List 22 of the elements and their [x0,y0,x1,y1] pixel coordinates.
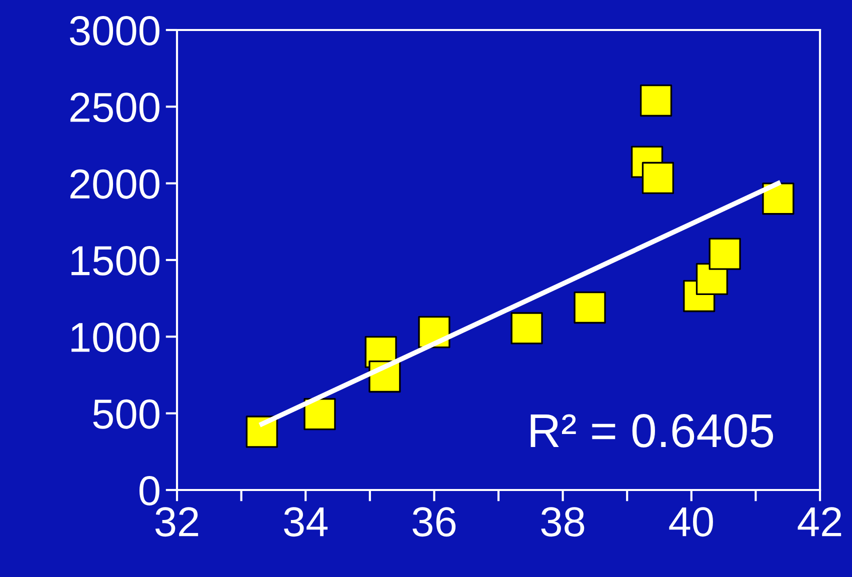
x-tick-label: 42 [798,507,842,536]
x-tick-label: 34 [284,507,328,537]
y-tick-label: 1000 [72,322,160,352]
y-tick-label: 3000 [70,16,160,46]
point [510,312,543,344]
y-tick-label: 0 [139,476,160,506]
y-tick-label: 500 [93,399,160,429]
point [640,84,672,117]
y-tick-label: 2000 [70,169,160,199]
x-tick-label: 36 [412,507,456,537]
point [246,416,278,448]
y-tick-label: 1500 [72,246,160,276]
x-tick-label: 32 [155,507,198,537]
x-tick-label: 40 [669,507,713,537]
point [708,238,741,270]
annotation: R² = 0.6405 [530,414,774,448]
point [304,398,336,430]
point [762,182,794,215]
point [574,291,606,324]
y-tick-label: 2500 [70,92,160,122]
point [642,162,674,194]
x-tick-label: 38 [541,507,584,537]
